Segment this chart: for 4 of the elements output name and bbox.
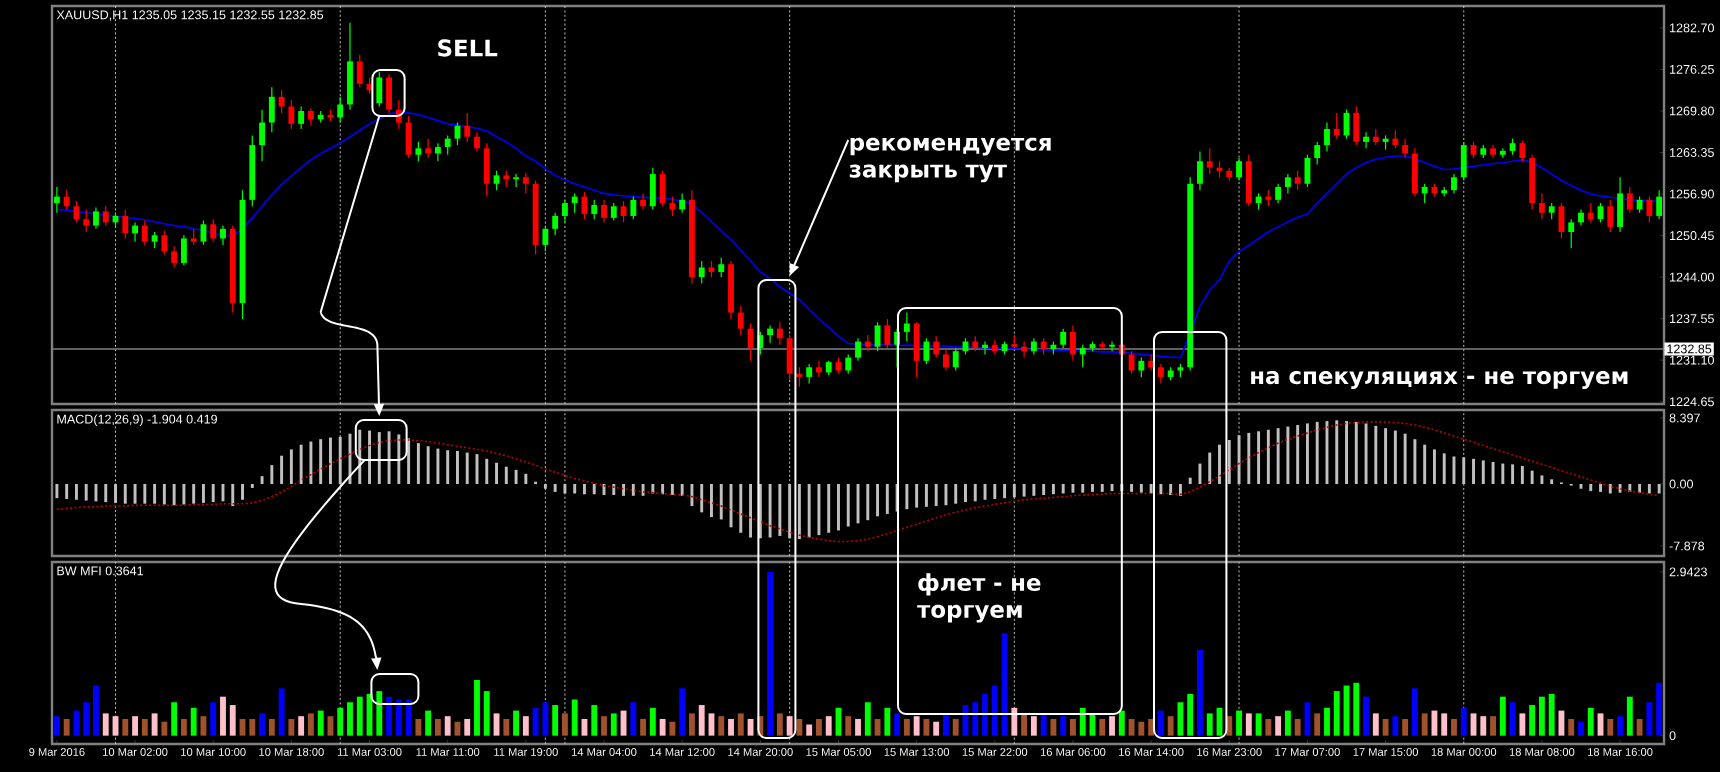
annotation: рекомендуется закрыть тут	[849, 137, 1051, 183]
annotation: на спекуляциях - не торгуем	[1251, 371, 1628, 389]
annotation: флет - не торгуем	[917, 573, 1041, 623]
annotation: SELL	[438, 39, 498, 57]
